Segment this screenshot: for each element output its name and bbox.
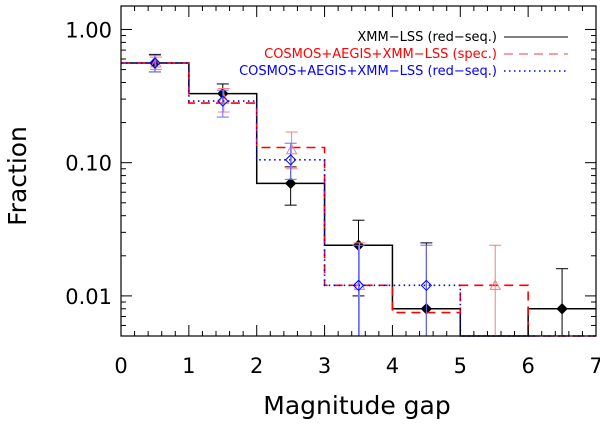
x-tick-label: 0 [114, 354, 127, 378]
x-tick-label: 4 [386, 354, 399, 378]
x-tick-label: 5 [454, 354, 467, 378]
legend-label-combined-spec: COSMOS+AEGIS+XMM−LSS (spec.) [264, 47, 497, 62]
legend-label-combined-redseq: COSMOS+AEGIS+XMM−LSS (red−seq.) [239, 64, 497, 79]
series-combined-spec [121, 56, 596, 337]
x-tick-label: 1 [182, 354, 195, 378]
point-marker-combined-redseq [149, 57, 161, 69]
x-tick-label: 2 [250, 354, 263, 378]
plot-frame [120, 5, 597, 337]
point-marker-combined-spec [217, 93, 230, 104]
series-combined-redseq [121, 54, 596, 337]
x-tick-label: 6 [521, 354, 534, 378]
point-marker-combined-redseq [420, 279, 433, 292]
point-marker-xmm-redseq [556, 303, 568, 315]
point-marker-combined-redseq [284, 154, 297, 166]
y-axis-label: Fraction [3, 126, 32, 226]
point-marker-combined-redseq [217, 95, 229, 107]
point-marker-combined-redseq [352, 279, 365, 292]
point-marker-combined-spec [285, 143, 298, 155]
point-marker-xmm-redseq [284, 177, 297, 190]
legend: XMM−LSS (red−seq.) COSMOS+AEGIS+XMM−LSS … [239, 30, 568, 79]
y-tick-label: 1.00 [65, 18, 112, 42]
x-axis-label: Magnitude gap [263, 391, 450, 420]
y-tick-label: 0.10 [65, 152, 112, 176]
point-marker-combined-spec [489, 279, 502, 290]
x-tick-label: 3 [318, 354, 331, 378]
x-tick-label: 7 [589, 354, 600, 378]
y-tick-label: 0.01 [65, 285, 112, 309]
legend-label-xmm-redseq: XMM−LSS (red−seq.) [357, 30, 497, 45]
